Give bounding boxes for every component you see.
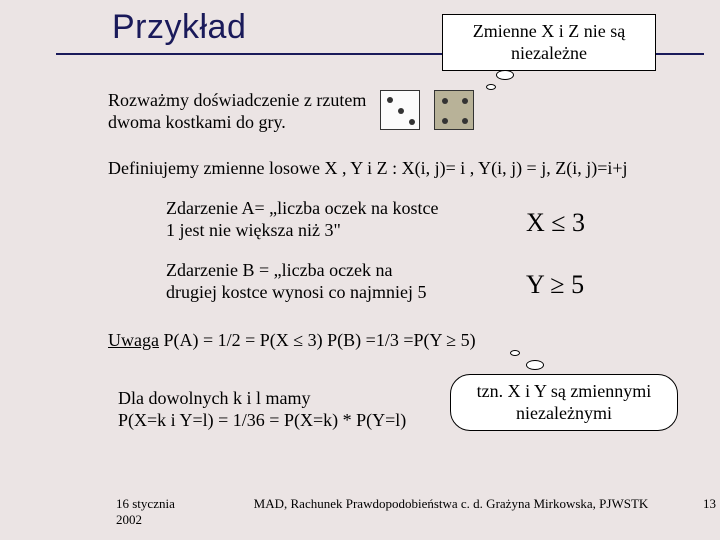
uwaga-line: Uwaga P(A) = 1/2 = P(X ≤ 3) P(B) =1/3 =P…	[108, 330, 668, 351]
definition-text: Definiujemy zmienne losowe X , Y i Z : X…	[108, 158, 698, 180]
callout-bot-tail-2	[510, 350, 520, 356]
math-a: X ≤ 3	[526, 208, 585, 238]
event-b-text: Zdarzenie B = „liczba oczek na drugiej k…	[166, 260, 446, 303]
uwaga-text: P(A) = 1/2 = P(X ≤ 3) P(B) =1/3 =P(Y ≥ 5…	[159, 330, 476, 350]
callout-bottom: tzn. X i Y są zmiennymi niezależnymi	[450, 374, 678, 431]
math-b: Y ≥ 5	[526, 270, 584, 300]
die-2	[434, 90, 474, 130]
intro-text: Rozważmy doświadczenie z rzutem dwoma ko…	[108, 90, 368, 133]
uwaga-label: Uwaga	[108, 330, 159, 350]
event-a-text: Zdarzenie A= „liczba oczek na kostce 1 j…	[166, 198, 446, 241]
footer: 16 stycznia 2002 MAD, Rachunek Prawdopod…	[116, 496, 716, 528]
callout-top-tail-2	[486, 84, 496, 90]
footer-page: 13	[686, 496, 716, 528]
callout-bot-tail-1	[526, 360, 544, 370]
footer-center: MAD, Rachunek Prawdopodobieństwa c. d. G…	[216, 496, 686, 528]
callout-top: Zmienne X i Z nie są niezależne	[442, 14, 656, 71]
footer-date: 16 stycznia 2002	[116, 496, 216, 528]
dla-text: Dla dowolnych k i l mamy P(X=k i Y=l) = …	[118, 388, 458, 431]
die-1	[380, 90, 420, 130]
callout-top-tail-1	[496, 70, 514, 80]
